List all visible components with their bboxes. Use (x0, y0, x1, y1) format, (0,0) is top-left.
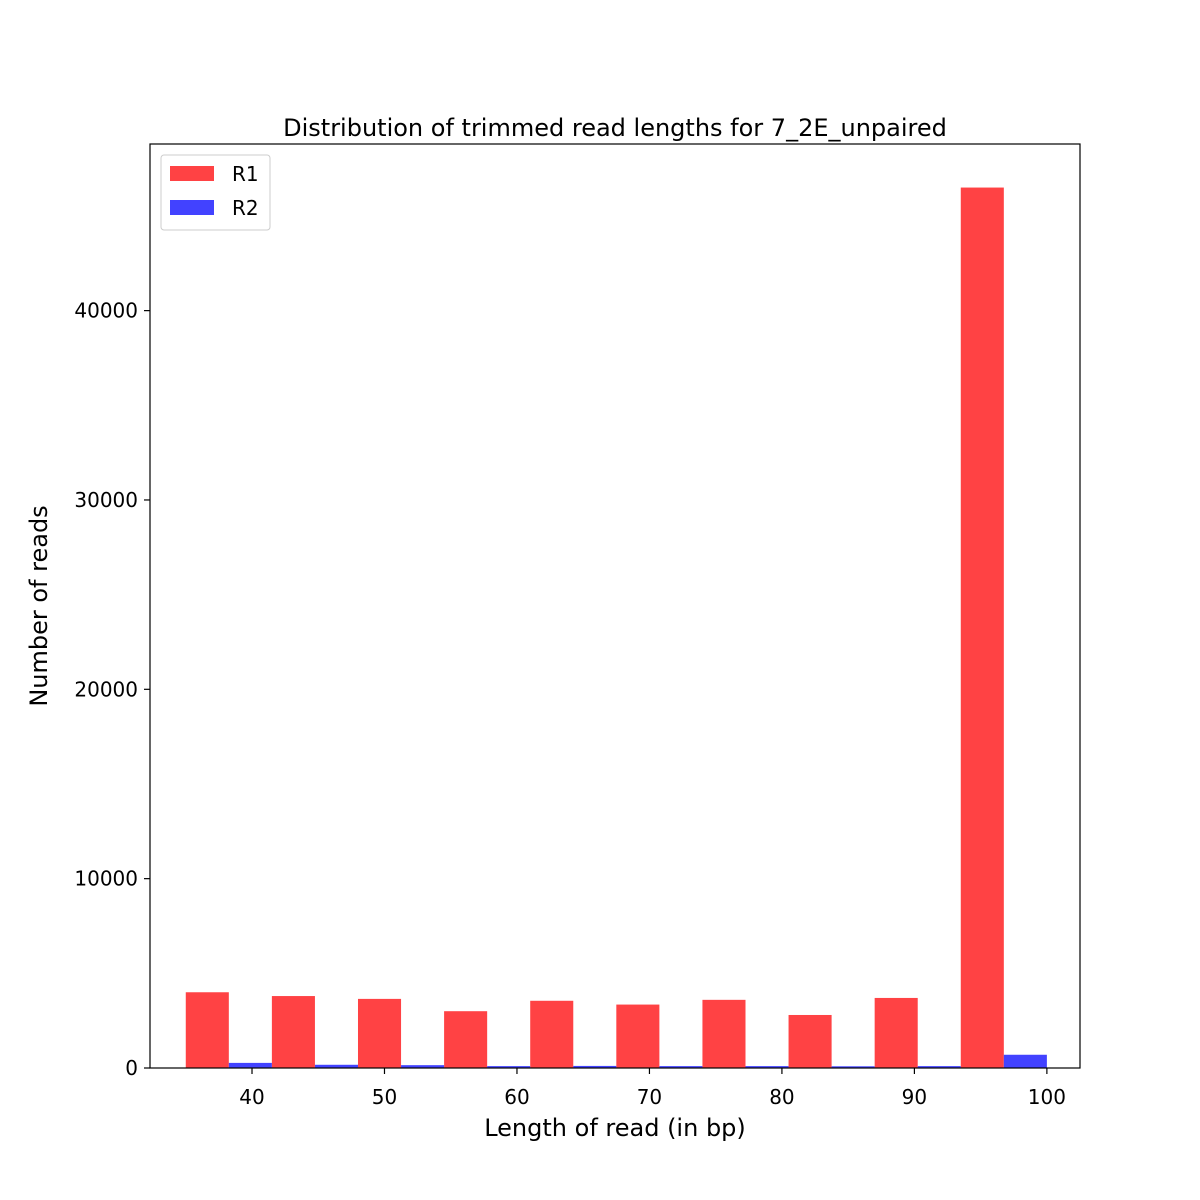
bar-r1-7 (702, 999, 746, 1068)
bar-r2-1 (228, 1062, 272, 1068)
bars (185, 187, 1047, 1069)
legend-swatch-r1 (170, 166, 214, 181)
y-tick-label: 0 (125, 1056, 138, 1080)
plot-frame (149, 143, 1081, 1069)
legend-swatch-r2 (170, 200, 214, 215)
bar-r2-8 (831, 1066, 875, 1068)
bar-r2-9 (917, 1066, 961, 1068)
bar-r1-4 (444, 1011, 488, 1068)
bar-r1-9 (874, 997, 918, 1068)
legend-label-r2: R2 (232, 196, 259, 220)
bar-r2-6 (659, 1066, 703, 1068)
x-tick-label: 70 (637, 1085, 662, 1109)
bar-r1-6 (616, 1004, 660, 1068)
y-tick-label: 30000 (74, 488, 138, 512)
bar-r2-2 (314, 1064, 358, 1068)
y-axis-label: Number of reads (25, 505, 53, 706)
y-tick-label: 40000 (74, 299, 138, 323)
y-tick-label: 10000 (74, 867, 138, 891)
y-axis-ticks: 0 10000 20000 30000 40000 (74, 299, 150, 1080)
x-tick-label: 60 (504, 1085, 529, 1109)
x-tick-label: 80 (769, 1085, 794, 1109)
x-axis-label: Length of read (in bp) (484, 1114, 746, 1142)
bar-r1-8 (788, 1014, 832, 1068)
bar-r2-4 (487, 1066, 531, 1068)
bar-r1-3 (357, 998, 402, 1068)
bar-r2-10 (1003, 1054, 1047, 1068)
x-tick-label: 50 (372, 1085, 397, 1109)
bar-r2-7 (745, 1066, 789, 1068)
bar-r2-5 (573, 1065, 617, 1068)
bar-r1-10 (960, 187, 1004, 1069)
x-tick-label: 40 (239, 1085, 264, 1109)
bar-r2-3 (401, 1065, 445, 1068)
x-tick-label: 90 (902, 1085, 927, 1109)
bar-r1-1 (185, 992, 229, 1068)
bar-r1-5 (530, 1000, 574, 1068)
chart-title: Distribution of trimmed read lengths for… (283, 114, 947, 142)
legend-label-r1: R1 (232, 162, 259, 186)
y-tick-label: 20000 (74, 677, 138, 701)
bar-r1-2 (271, 996, 315, 1068)
x-tick-label: 100 (1028, 1085, 1066, 1109)
x-axis-ticks: 40 50 60 70 80 90 100 (239, 1068, 1066, 1109)
